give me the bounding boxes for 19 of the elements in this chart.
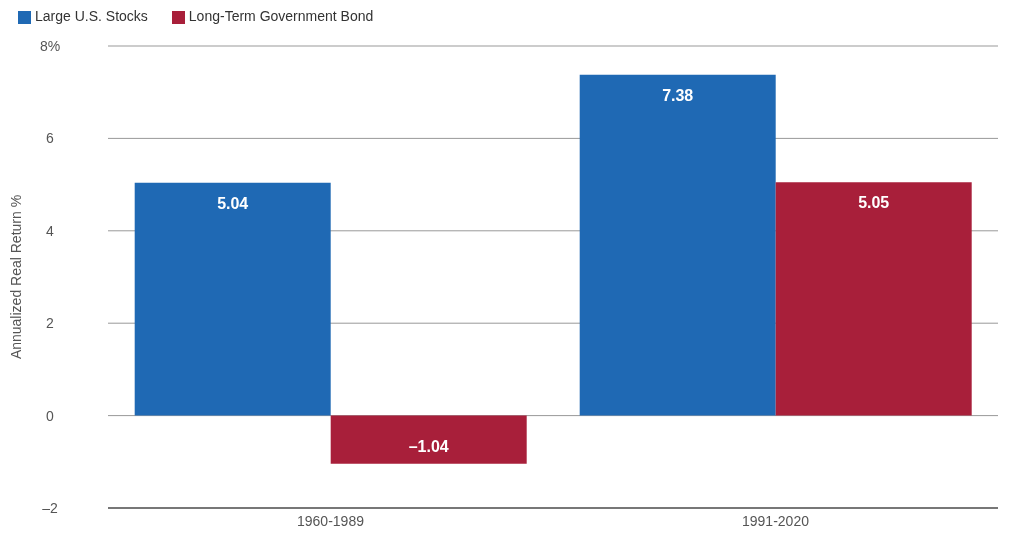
x-tick-label: 1960-1989	[297, 512, 365, 529]
y-tick-label: 8%	[39, 38, 61, 54]
data-label: 7.38	[662, 86, 694, 104]
data-label: 5.05	[858, 194, 890, 212]
bar	[579, 74, 776, 416]
legend-label: Long-Term Government Bond	[188, 8, 374, 24]
y-tick-label: –2	[42, 500, 58, 516]
x-tick-label: 1991-2020	[742, 512, 810, 529]
bar	[775, 182, 972, 416]
bar	[134, 182, 331, 416]
y-axis-title: Annualized Real Return %	[7, 194, 24, 360]
data-label: 5.04	[217, 194, 249, 212]
bar	[330, 415, 527, 464]
legend-label: Large U.S. Stocks	[35, 8, 148, 24]
data-label: –1.04	[408, 437, 449, 455]
y-tick-label: 2	[46, 315, 55, 332]
y-tick-label: 6	[46, 130, 55, 147]
y-tick-label: 4	[46, 222, 55, 239]
y-tick-label: 0	[46, 407, 55, 424]
